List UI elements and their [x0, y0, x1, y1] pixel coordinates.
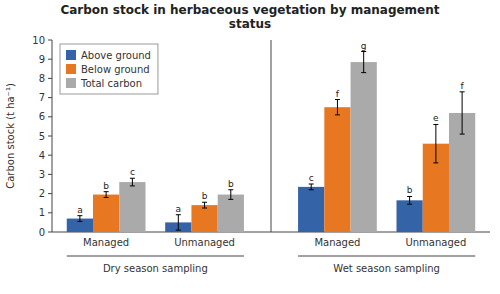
legend-swatch — [66, 64, 76, 74]
error-bar — [104, 192, 109, 198]
y-tick — [48, 97, 52, 98]
sig-letter: f — [336, 89, 340, 99]
y-tick-label: 0 — [39, 227, 45, 238]
sig-letter: b — [228, 179, 234, 189]
bar — [298, 187, 324, 232]
y-tick-label: 5 — [39, 131, 45, 142]
error-bar — [176, 215, 181, 230]
sig-letter: b — [202, 191, 208, 201]
sig-letter: b — [407, 185, 413, 195]
bar — [93, 195, 119, 232]
error-bar — [130, 178, 135, 186]
title-line: status — [229, 17, 271, 31]
error-bar — [309, 184, 314, 190]
bar — [324, 107, 350, 232]
y-tick — [48, 193, 52, 194]
season-bracket — [67, 256, 244, 257]
y-tick — [48, 232, 52, 233]
sig-letter: g — [361, 41, 367, 51]
sig-letter: b — [103, 181, 109, 191]
title: Carbon stock in herbaceous vegetation by… — [60, 3, 439, 31]
sig-letter: a — [176, 204, 182, 214]
y-tick — [48, 116, 52, 117]
sig-letter: e — [433, 113, 439, 123]
chart: Carbon stock in herbaceous vegetation by… — [0, 0, 500, 294]
bar — [191, 205, 217, 232]
season-label: Dry season sampling — [103, 263, 208, 274]
y-tick-label: 2 — [39, 188, 45, 199]
y-tick-label: 6 — [39, 111, 45, 122]
error-bar — [433, 124, 438, 162]
category-label: Managed — [83, 237, 129, 248]
legend-frame — [60, 44, 158, 94]
sig-letter: a — [77, 205, 83, 215]
error-bar — [202, 202, 207, 208]
y-tick-label: 1 — [39, 207, 45, 218]
legend-swatch — [66, 50, 76, 60]
legend: Above ground Below ground Total carbon — [60, 44, 158, 94]
season-separator — [271, 40, 272, 232]
sig-letter: c — [309, 173, 314, 183]
y-tick — [48, 40, 52, 41]
error-bar — [77, 216, 82, 222]
error-bar — [361, 52, 366, 73]
y-tick-label: 9 — [39, 54, 45, 65]
sig-letter: c — [130, 167, 135, 177]
legend-label: Total carbon — [80, 78, 142, 89]
title-line: Carbon stock in herbaceous vegetation by… — [60, 3, 439, 17]
sig-letter: f — [461, 81, 465, 91]
bar — [351, 62, 377, 232]
legend-label: Above ground — [81, 50, 151, 61]
bar — [396, 200, 422, 232]
y-tick — [48, 212, 52, 213]
category-label: Unmanaged — [174, 237, 235, 248]
legend-label: Below ground — [81, 64, 150, 75]
bar — [218, 195, 244, 232]
y-axis-label: Carbon stock (t ha⁻¹) — [5, 83, 16, 189]
legend-swatch — [66, 78, 76, 88]
y-tick-label: 8 — [39, 73, 45, 84]
error-bar — [460, 92, 465, 134]
y-tick — [48, 136, 52, 137]
y-tick-label: 10 — [32, 35, 45, 46]
category-label: Unmanaged — [405, 237, 466, 248]
y-tick — [48, 78, 52, 79]
y-tick — [48, 174, 52, 175]
error-bar — [407, 196, 412, 204]
error-bar — [228, 190, 233, 200]
y-tick — [48, 59, 52, 60]
bar — [119, 182, 145, 232]
season-bracket — [298, 256, 475, 257]
y-tick-label: 4 — [39, 150, 45, 161]
y-tick — [48, 155, 52, 156]
y-tick-label: 3 — [39, 169, 45, 180]
y-tick-label: 7 — [39, 92, 45, 103]
category-label: Managed — [314, 237, 360, 248]
error-bar — [335, 100, 340, 115]
season-label: Wet season sampling — [333, 263, 440, 274]
